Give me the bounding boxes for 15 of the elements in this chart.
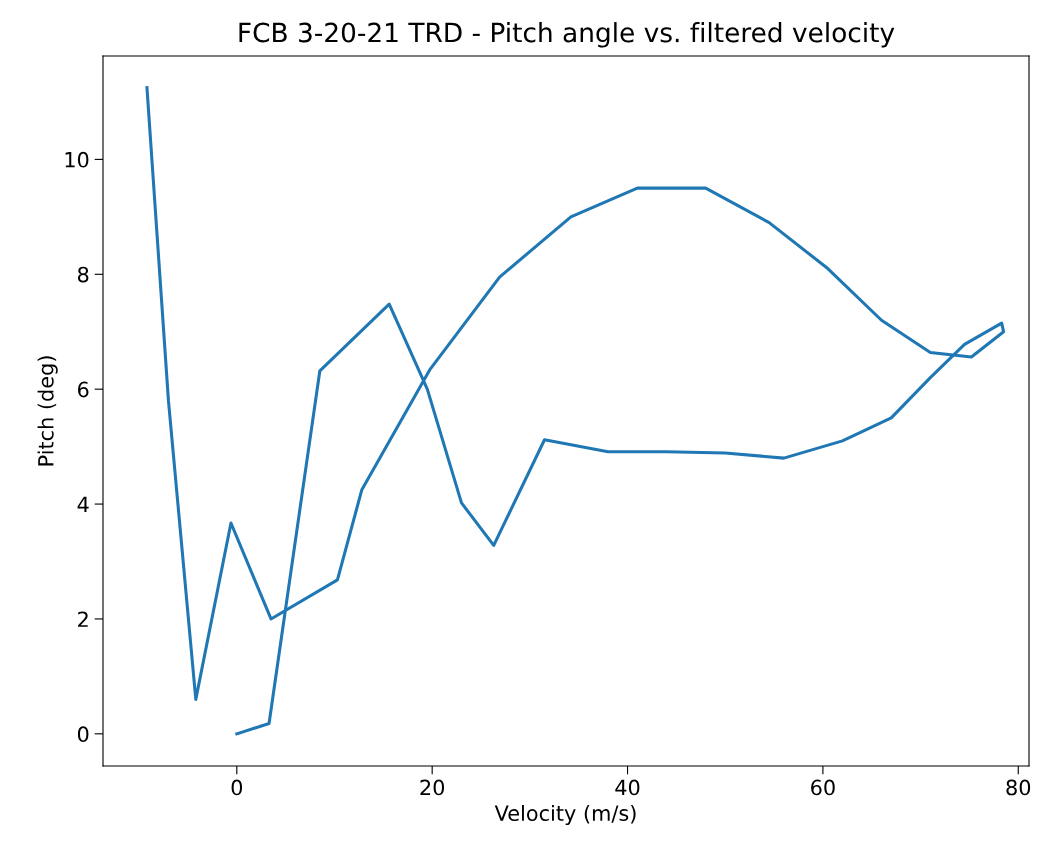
line-series bbox=[145, 86, 1006, 736]
chart-title: FCB 3-20-21 TRD - Pitch angle vs. filtered velocity bbox=[239, 22, 895, 48]
x-tick-label: 0 bbox=[231, 779, 243, 796]
x-tick-label: 80 bbox=[1006, 779, 1031, 796]
x-tick-label: 20 bbox=[420, 779, 445, 796]
y-tick-label: 10 bbox=[65, 151, 89, 168]
x-tick-label: 40 bbox=[615, 779, 640, 796]
y-tick-label: 2 bbox=[78, 611, 88, 627]
y-tick-label: 0 bbox=[77, 726, 89, 743]
x-tick-label: 60 bbox=[811, 779, 835, 796]
x-axis-title: Velocity (m/s) bbox=[494, 804, 636, 826]
y-tick-label: 6 bbox=[78, 381, 89, 398]
y-tick-label: 4 bbox=[77, 496, 89, 512]
y-axis-title: Pitch (deg) bbox=[37, 356, 58, 466]
y-tick-label: 8 bbox=[77, 266, 89, 283]
